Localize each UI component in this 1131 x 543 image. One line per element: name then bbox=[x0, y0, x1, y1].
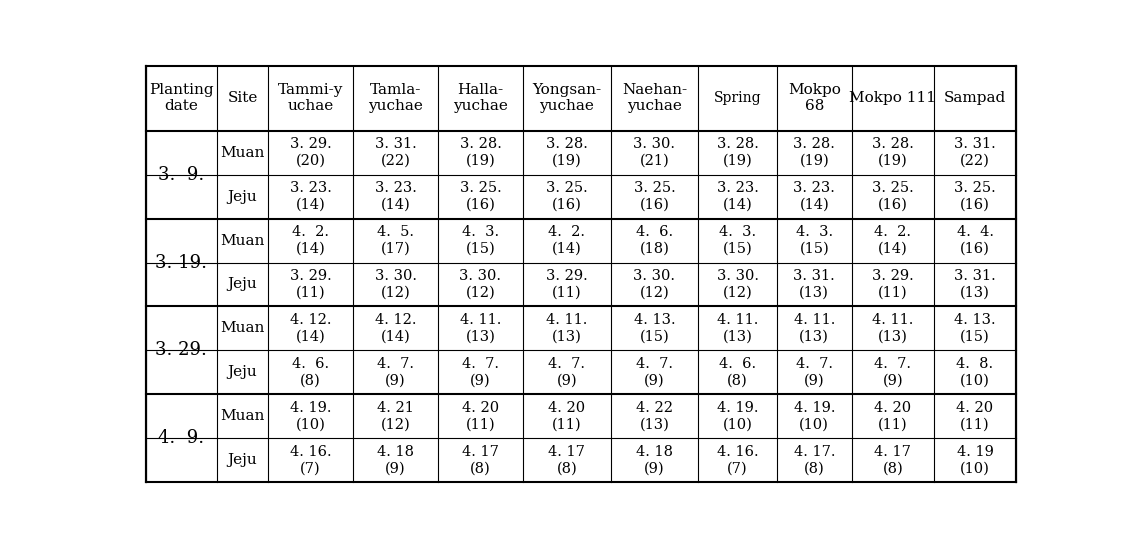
Text: 4.  2.
(14): 4. 2. (14) bbox=[292, 225, 329, 256]
Text: 3. 29.
(11): 3. 29. (11) bbox=[872, 269, 914, 300]
Text: 4.  7.
(9): 4. 7. (9) bbox=[549, 357, 586, 388]
Text: 4.  8.
(10): 4. 8. (10) bbox=[957, 357, 994, 388]
Text: 4.  4.
(16): 4. 4. (16) bbox=[957, 225, 993, 256]
Text: 4.  5.
(17): 4. 5. (17) bbox=[377, 225, 414, 256]
Text: 4. 20
(11): 4. 20 (11) bbox=[461, 401, 499, 432]
Text: 4. 11.
(13): 4. 11. (13) bbox=[872, 313, 914, 344]
Text: Jeju: Jeju bbox=[227, 190, 258, 204]
Text: 4.  3.
(15): 4. 3. (15) bbox=[796, 225, 832, 256]
Text: Site: Site bbox=[227, 91, 258, 105]
Text: 3. 31.
(13): 3. 31. (13) bbox=[955, 269, 996, 300]
Text: 3. 25.
(16): 3. 25. (16) bbox=[459, 181, 501, 212]
Text: Yongsan-
yuchae: Yongsan- yuchae bbox=[533, 83, 602, 113]
Text: Spring: Spring bbox=[714, 91, 761, 105]
Text: Halla-
yuchae: Halla- yuchae bbox=[454, 83, 508, 113]
Text: 3. 30.
(12): 3. 30. (12) bbox=[633, 269, 675, 300]
Text: 3. 31.
(13): 3. 31. (13) bbox=[794, 269, 835, 300]
Text: 4. 20
(11): 4. 20 (11) bbox=[957, 401, 994, 432]
Text: 4. 19.
(10): 4. 19. (10) bbox=[794, 401, 835, 432]
Text: 4. 16.
(7): 4. 16. (7) bbox=[717, 445, 759, 476]
Text: Tamla-
yuchae: Tamla- yuchae bbox=[368, 83, 423, 113]
Text: 4. 17.
(8): 4. 17. (8) bbox=[794, 445, 835, 476]
Text: Muan: Muan bbox=[221, 233, 265, 248]
Text: 4.  3.
(15): 4. 3. (15) bbox=[461, 225, 499, 256]
Text: 3. 25.
(16): 3. 25. (16) bbox=[633, 181, 675, 212]
Text: 4.  6.
(8): 4. 6. (8) bbox=[292, 357, 329, 388]
Text: 3. 25.
(16): 3. 25. (16) bbox=[955, 181, 996, 212]
Text: Mokpo
68: Mokpo 68 bbox=[788, 83, 840, 113]
Text: 3. 23.
(14): 3. 23. (14) bbox=[374, 181, 416, 212]
Text: 4.  7.
(9): 4. 7. (9) bbox=[636, 357, 673, 388]
Text: 3. 23.
(14): 3. 23. (14) bbox=[290, 181, 331, 212]
Text: 4.  6.
(8): 4. 6. (8) bbox=[719, 357, 757, 388]
Text: 3. 30.
(12): 3. 30. (12) bbox=[717, 269, 759, 300]
Text: 4. 11.
(13): 4. 11. (13) bbox=[717, 313, 758, 344]
Text: 3. 23.
(14): 3. 23. (14) bbox=[793, 181, 835, 212]
Text: 3. 29.
(11): 3. 29. (11) bbox=[290, 269, 331, 300]
Text: 4. 13.
(15): 4. 13. (15) bbox=[955, 313, 996, 344]
Text: 4. 20
(11): 4. 20 (11) bbox=[549, 401, 586, 432]
Text: 3. 29.
(20): 3. 29. (20) bbox=[290, 137, 331, 168]
Text: Sampad: Sampad bbox=[944, 91, 1007, 105]
Text: 4. 20
(11): 4. 20 (11) bbox=[874, 401, 912, 432]
Text: 4.  9.: 4. 9. bbox=[158, 430, 205, 447]
Text: 3. 28.
(19): 3. 28. (19) bbox=[459, 137, 501, 168]
Text: 4. 19.
(10): 4. 19. (10) bbox=[290, 401, 331, 432]
Text: 4. 19.
(10): 4. 19. (10) bbox=[717, 401, 759, 432]
Text: 4. 17
(8): 4. 17 (8) bbox=[874, 445, 912, 476]
Text: 3. 30.
(21): 3. 30. (21) bbox=[633, 137, 675, 168]
Text: 4. 18
(9): 4. 18 (9) bbox=[636, 445, 673, 476]
Text: 4.  7.
(9): 4. 7. (9) bbox=[796, 357, 832, 388]
Text: 3. 31.
(22): 3. 31. (22) bbox=[955, 137, 996, 168]
Text: 4. 22
(13): 4. 22 (13) bbox=[636, 401, 673, 432]
Text: 4. 13.
(15): 4. 13. (15) bbox=[633, 313, 675, 344]
Text: 4. 12.
(14): 4. 12. (14) bbox=[374, 313, 416, 344]
Text: Jeju: Jeju bbox=[227, 277, 258, 292]
Text: 4. 19
(10): 4. 19 (10) bbox=[957, 445, 993, 476]
Text: 4. 12.
(14): 4. 12. (14) bbox=[290, 313, 331, 344]
Text: 3. 29.
(11): 3. 29. (11) bbox=[546, 269, 588, 300]
Text: 3. 28.
(19): 3. 28. (19) bbox=[793, 137, 835, 168]
Text: 4. 17
(8): 4. 17 (8) bbox=[549, 445, 585, 476]
Text: Jeju: Jeju bbox=[227, 365, 258, 380]
Text: 3. 28.
(19): 3. 28. (19) bbox=[872, 137, 914, 168]
Text: 4.  2.
(14): 4. 2. (14) bbox=[549, 225, 586, 256]
Text: 4. 17
(8): 4. 17 (8) bbox=[463, 445, 499, 476]
Text: 3. 29.: 3. 29. bbox=[155, 342, 207, 359]
Text: 3. 19.: 3. 19. bbox=[155, 254, 207, 272]
Text: 3. 30.
(12): 3. 30. (12) bbox=[459, 269, 501, 300]
Text: 4. 18
(9): 4. 18 (9) bbox=[377, 445, 414, 476]
Text: 3.  9.: 3. 9. bbox=[158, 166, 205, 184]
Text: 3. 23.
(14): 3. 23. (14) bbox=[717, 181, 759, 212]
Text: 4.  7.
(9): 4. 7. (9) bbox=[461, 357, 499, 388]
Text: 3. 28.
(19): 3. 28. (19) bbox=[546, 137, 588, 168]
Text: 3. 30.
(12): 3. 30. (12) bbox=[374, 269, 416, 300]
Text: 4. 11.
(13): 4. 11. (13) bbox=[794, 313, 835, 344]
Text: 4. 16.
(7): 4. 16. (7) bbox=[290, 445, 331, 476]
Text: 4.  2.
(14): 4. 2. (14) bbox=[874, 225, 912, 256]
Text: Jeju: Jeju bbox=[227, 453, 258, 468]
Text: Muan: Muan bbox=[221, 321, 265, 336]
Text: 4.  7.
(9): 4. 7. (9) bbox=[377, 357, 414, 388]
Text: 4. 11.
(13): 4. 11. (13) bbox=[460, 313, 501, 344]
Text: Mokpo 111: Mokpo 111 bbox=[849, 91, 936, 105]
Text: 3. 25.
(16): 3. 25. (16) bbox=[546, 181, 588, 212]
Text: Tammi-y
uchae: Tammi-y uchae bbox=[278, 83, 344, 113]
Text: Naehan-
yuchae: Naehan- yuchae bbox=[622, 83, 687, 113]
Text: 4. 21
(12): 4. 21 (12) bbox=[377, 401, 414, 432]
Text: 4. 11.
(13): 4. 11. (13) bbox=[546, 313, 587, 344]
Text: Muan: Muan bbox=[221, 409, 265, 424]
Text: Muan: Muan bbox=[221, 146, 265, 160]
Text: 4.  3.
(15): 4. 3. (15) bbox=[719, 225, 757, 256]
Text: 3. 31.
(22): 3. 31. (22) bbox=[374, 137, 416, 168]
Text: 3. 25.
(16): 3. 25. (16) bbox=[872, 181, 914, 212]
Text: Planting
date: Planting date bbox=[149, 83, 214, 113]
Text: 3. 28.
(19): 3. 28. (19) bbox=[717, 137, 759, 168]
Text: 4.  7.
(9): 4. 7. (9) bbox=[874, 357, 912, 388]
Text: 4.  6.
(18): 4. 6. (18) bbox=[636, 225, 673, 256]
